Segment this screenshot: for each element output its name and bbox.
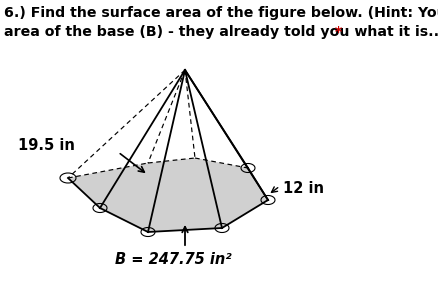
Text: 19.5 in: 19.5 in xyxy=(18,138,75,153)
Text: area of the base (B) - they already told you what it is....): area of the base (B) - they already told… xyxy=(4,25,438,39)
Text: *: * xyxy=(330,25,342,39)
Text: B = 247.75 in²: B = 247.75 in² xyxy=(115,252,232,267)
Polygon shape xyxy=(68,158,268,232)
Text: 6.) Find the surface area of the figure below. (Hint: You don’t: 6.) Find the surface area of the figure … xyxy=(4,6,438,20)
Text: 12 in: 12 in xyxy=(283,181,324,196)
